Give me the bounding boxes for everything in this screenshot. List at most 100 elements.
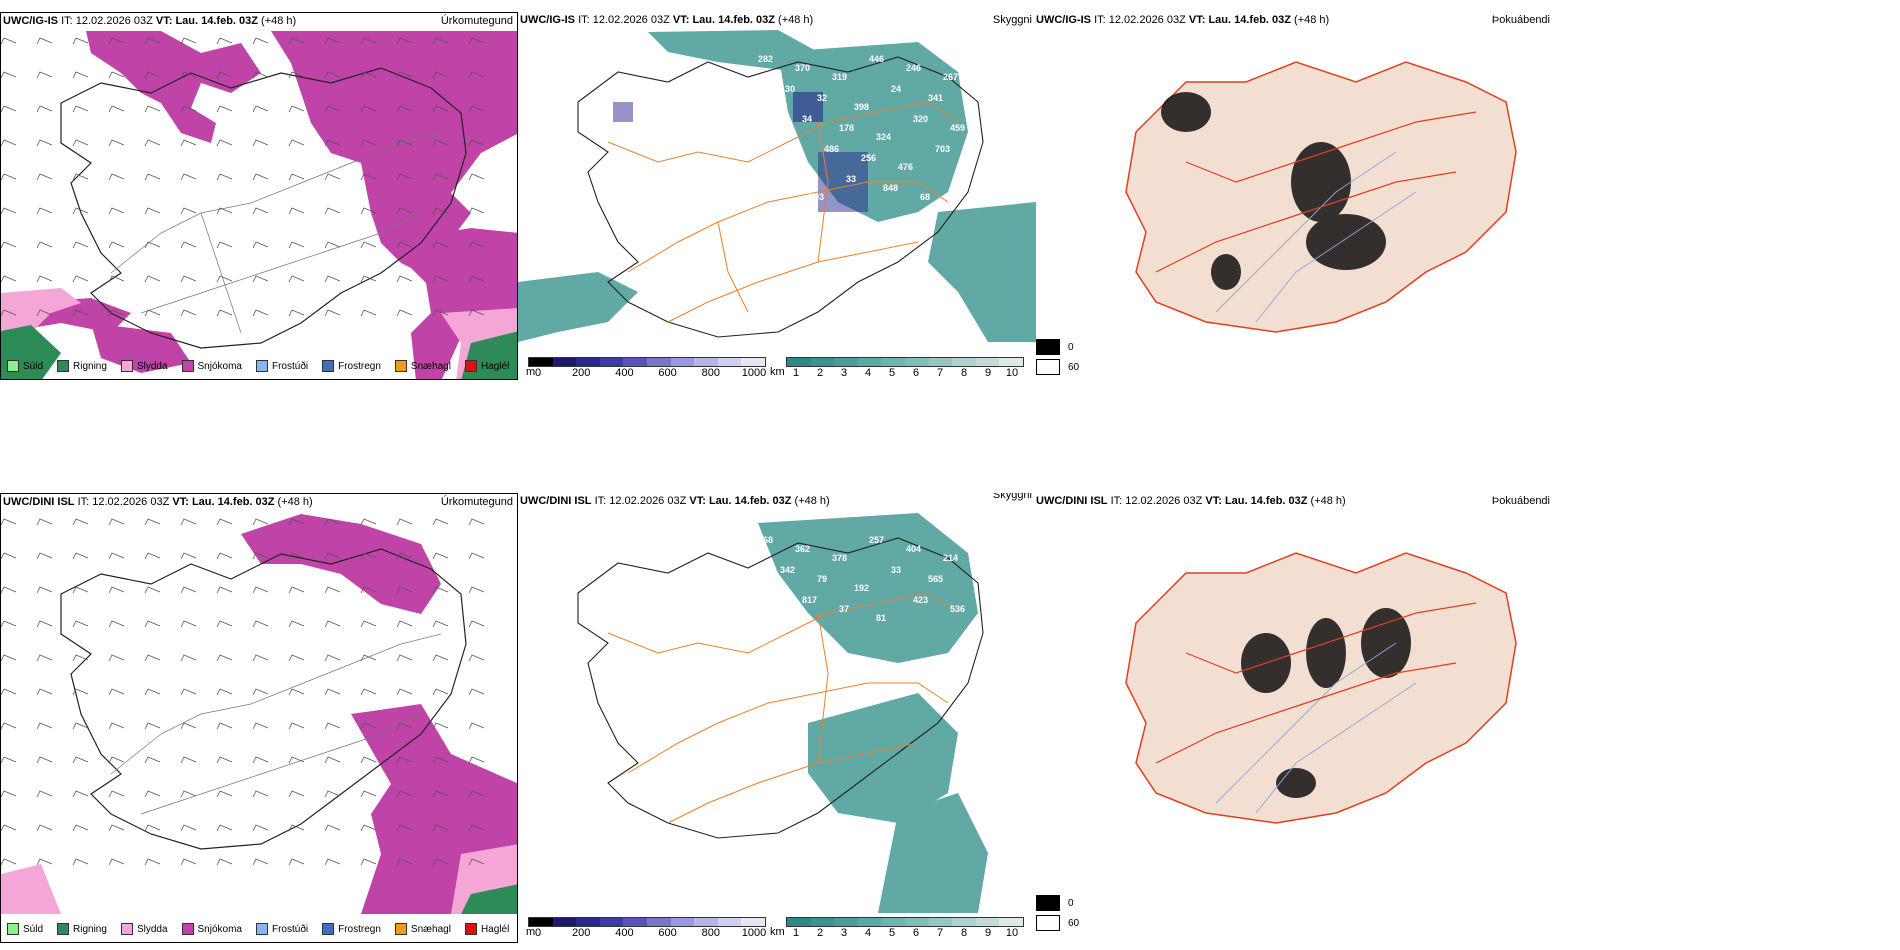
- wind-barb: [288, 241, 305, 249]
- legend-item: Frostúði: [255, 923, 308, 935]
- wind-barb: [108, 824, 125, 832]
- wind-barb: [324, 275, 341, 283]
- wind-barb: [432, 139, 449, 147]
- wind-barb: [468, 586, 485, 594]
- cloud-base-label: 267: [943, 72, 958, 82]
- wind-barb: [396, 790, 413, 798]
- wind-barb: [72, 552, 89, 560]
- wind-barb: [324, 654, 341, 662]
- cloud-base-label: 130: [780, 84, 795, 94]
- legend-swatch: [255, 923, 268, 935]
- precip-legend: Súld Rigning Slydda Snjókoma Frostúði Fr…: [1, 353, 509, 379]
- cloud-base-label: 192: [854, 583, 869, 593]
- iceland-outline: [60, 548, 467, 850]
- visibility-tick: 5: [888, 367, 896, 379]
- visibility-map-bottom: 968 362 378 257 404 214 342 79 192 33 565 586 817 37 8…: [518, 493, 1036, 943]
- wind-barb: [108, 586, 125, 594]
- wind-barb: [216, 688, 233, 696]
- cloud-base-segment: [576, 358, 600, 366]
- wind-barb: [144, 309, 161, 317]
- legend-swatch-white: [1036, 359, 1060, 375]
- legend-swatch: [255, 360, 268, 372]
- cloud-base-label: 214: [943, 553, 958, 563]
- cloud-base-colorbar: m 0 200 400 600 800 1000: [526, 917, 766, 943]
- wind-barb: [252, 858, 269, 866]
- wind-barb: [468, 722, 485, 730]
- legend-swatch: [464, 360, 477, 372]
- cloud-base-label: 319: [832, 72, 847, 82]
- wind-barb: [324, 518, 341, 526]
- iceland-fill: [1125, 552, 1517, 824]
- legend-item: Súld: [7, 360, 43, 372]
- wind-barb: [432, 654, 449, 662]
- legend-swatch: [322, 923, 335, 935]
- wind-barb: [216, 552, 233, 560]
- wind-barb: [288, 858, 305, 866]
- cloud-base-segment: [646, 358, 671, 366]
- cloud-base-label: 92: [787, 643, 797, 653]
- visibility-segment: [787, 358, 811, 366]
- panel-title: Úrkomutegund: [440, 15, 513, 27]
- wind-barb: [252, 518, 269, 526]
- wind-barb: [1, 620, 17, 628]
- wind-barb: [324, 824, 341, 832]
- wind-barb: [432, 71, 449, 79]
- visibility-tick: 3: [840, 927, 848, 939]
- visibility-segment: [787, 918, 811, 926]
- wind-barb: [396, 37, 413, 45]
- legend-swatch: [7, 923, 19, 935]
- cloud-base-segment: [576, 918, 600, 926]
- wind-barb: [1, 241, 17, 249]
- low-visibility-area: [758, 513, 988, 913]
- legend-item: Snæhagl: [394, 360, 451, 372]
- visibility-tick: 10: [1005, 927, 1019, 939]
- header-top-right: UWC/IG-IS IT: 12.02.2026 03Z VT: Lau. 14…: [1036, 14, 1330, 26]
- wind-barb: [360, 722, 377, 730]
- fog-legend: 0 60: [1036, 893, 1079, 933]
- wind-barb: [108, 241, 125, 249]
- cloud-base-label: 342: [780, 565, 795, 575]
- wind-barb: [216, 71, 233, 79]
- legend-swatch: [120, 923, 133, 935]
- wind-barb: [468, 620, 485, 628]
- legend-item: Súld: [7, 923, 43, 935]
- wind-barb: [180, 586, 197, 594]
- wind-barb: [36, 241, 53, 249]
- wind-barb: [396, 275, 413, 283]
- wind-barb: [216, 858, 233, 866]
- roads: [110, 633, 442, 815]
- wind-barb: [252, 309, 269, 317]
- wind-barb: [324, 552, 341, 560]
- wind-barb: [468, 139, 485, 147]
- legend-item: Rigning: [57, 923, 107, 935]
- wind-barb: [36, 275, 53, 283]
- wind-barb: [468, 790, 485, 798]
- wind-barb: [72, 586, 89, 594]
- wind-barb: [180, 207, 197, 215]
- wind-barb: [144, 722, 161, 730]
- wind-barbs: [1, 518, 485, 866]
- roads: [110, 132, 442, 334]
- wind-barb: [396, 688, 413, 696]
- visibility-map-top: 282 370 319 446 246 267 130 32 398 24 341 509 34 178 3…: [518, 12, 1036, 380]
- wind-barb: [1, 309, 17, 317]
- legend-item: Frostregn: [322, 923, 381, 935]
- wind-barb: [252, 620, 269, 628]
- wind-barb: [108, 518, 125, 526]
- wind-barb: [252, 722, 269, 730]
- wind-barb: [180, 790, 197, 798]
- cloud-base-tick: 200: [572, 367, 591, 379]
- cloud-base-segment: [529, 918, 553, 926]
- wind-barb: [36, 518, 53, 526]
- wind-barb: [288, 37, 305, 45]
- wind-barb: [180, 71, 197, 79]
- cloud-base-label: 33: [846, 174, 856, 184]
- cloud-base-label: 703: [809, 192, 824, 202]
- legend-swatch: [181, 360, 194, 372]
- legend-item: Frostregn: [322, 360, 381, 372]
- panel-title: Þokuábendi: [1491, 495, 1550, 507]
- cloud-base-label: 282: [758, 54, 773, 64]
- wind-barb: [468, 858, 485, 866]
- wind-barb: [360, 37, 377, 45]
- wind-barb: [288, 207, 305, 215]
